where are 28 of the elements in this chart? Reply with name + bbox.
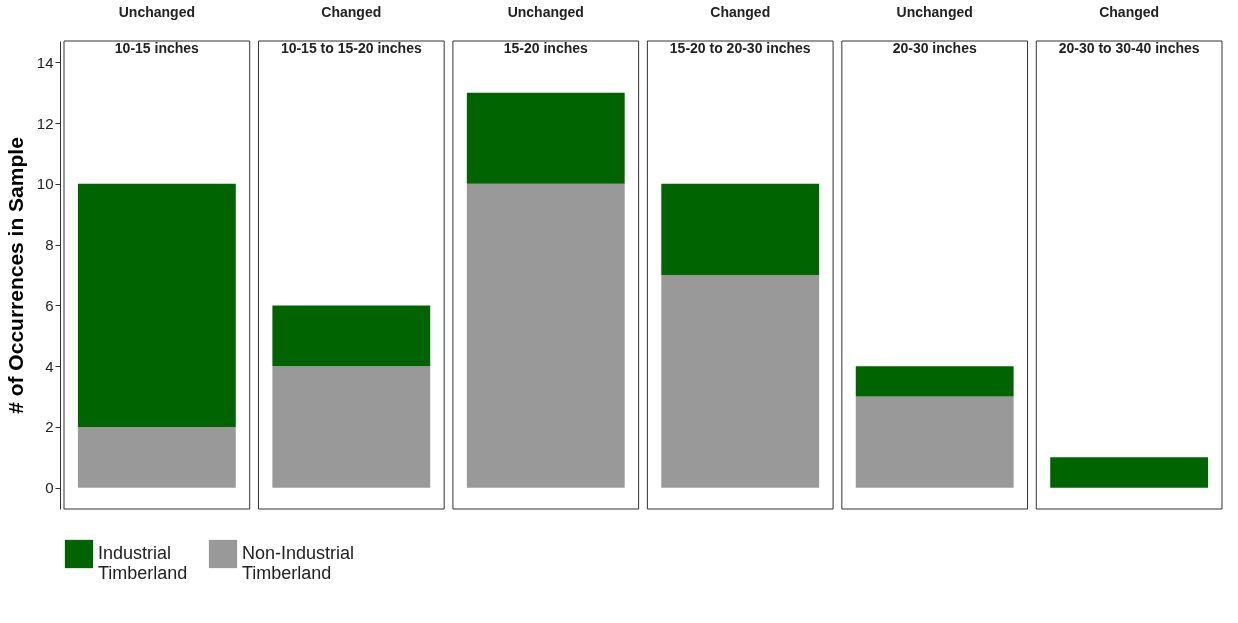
bar — [661, 275, 820, 488]
bar — [855, 396, 1014, 488]
bar — [661, 183, 820, 275]
category-label: Changed 15-20 to 20-30 inches — [669, 3, 811, 56]
y-tick-label: 10 — [36, 175, 54, 193]
bar — [77, 426, 236, 488]
y-tick-label: 8 — [45, 236, 54, 254]
y-axis-title: # of Occurrences in Sample — [3, 137, 27, 414]
bar — [1050, 457, 1209, 488]
y-tick-label: 0 — [45, 479, 54, 497]
category-label: Changed 10-15 to 15-20 inches — [280, 3, 422, 56]
bar — [272, 366, 431, 488]
bar — [855, 366, 1014, 397]
bar — [272, 305, 431, 367]
category-label: Changed 20-30 to 30-40 inches — [1058, 3, 1200, 56]
y-tick-label: 12 — [36, 114, 54, 132]
y-tick-label: 4 — [45, 357, 54, 375]
y-tick-label: 6 — [45, 296, 54, 314]
legend-label: Non-Industrial Timberland — [242, 543, 355, 583]
legend-label: Industrial Timberland — [98, 543, 188, 583]
y-tick-label: 14 — [36, 53, 54, 71]
bar — [77, 183, 236, 427]
bar — [466, 92, 625, 184]
category-label: Unchanged 15-20 inches — [503, 3, 588, 56]
category-label: Unchanged 10-15 inches — [114, 3, 199, 56]
y-tick-label: 2 — [45, 418, 54, 436]
category-label: Unchanged 20-30 inches — [892, 3, 977, 56]
bar — [466, 183, 625, 488]
